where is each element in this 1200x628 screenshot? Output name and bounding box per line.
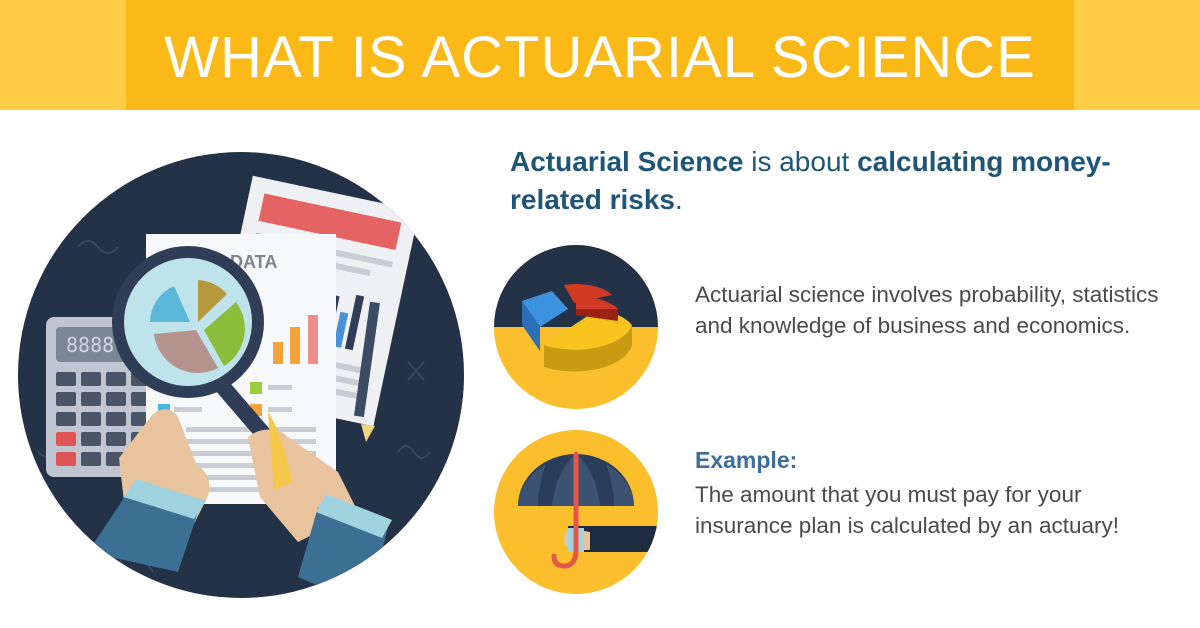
hands — [88, 409, 392, 598]
pie-chart-icon — [494, 245, 658, 409]
actuarial-illustration: 8888 DATA — [18, 152, 464, 598]
magnified-pie-chart — [150, 280, 245, 373]
document-label: DATA — [230, 252, 277, 272]
example-text: The amount that you must pay for your in… — [695, 482, 1119, 538]
calculator-display: 8888 — [66, 333, 114, 357]
headline-emphasis: calculating money-related risks — [510, 146, 1111, 215]
header-banner: WHAT IS ACTUARIAL SCIENCE — [126, 0, 1074, 110]
headline-subject: Actuarial Science — [510, 146, 744, 177]
example-title: Example: — [695, 447, 798, 473]
umbrella-icon — [494, 430, 658, 594]
magnifying-glass-icon — [112, 246, 274, 445]
page-title: WHAT IS ACTUARIAL SCIENCE — [164, 24, 1036, 90]
description-text: Actuarial science involves probability, … — [695, 282, 1159, 338]
pencil — [354, 301, 380, 442]
headline: Actuarial Science is about calculating m… — [510, 143, 1130, 219]
headline-period: . — [675, 184, 683, 215]
headline-connector: is about — [743, 146, 858, 177]
